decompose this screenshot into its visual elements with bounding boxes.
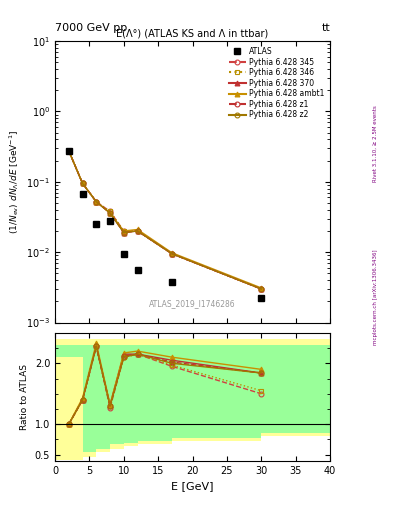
- Pythia 6.428 346: [94, 199, 99, 205]
- Legend: ATLAS, Pythia 6.428 345, Pythia 6.428 346, Pythia 6.428 370, Pythia 6.428 ambt1,: ATLAS, Pythia 6.428 345, Pythia 6.428 34…: [226, 45, 326, 121]
- Pythia 6.428 ambt1: [135, 226, 140, 232]
- Pythia 6.428 370: [259, 286, 264, 292]
- Line: Pythia 6.428 345: Pythia 6.428 345: [66, 148, 264, 291]
- Line: Pythia 6.428 z2: Pythia 6.428 z2: [66, 148, 264, 291]
- Pythia 6.428 345: [259, 286, 264, 292]
- Pythia 6.428 345: [94, 199, 99, 205]
- Text: 7000 GeV pp: 7000 GeV pp: [55, 23, 127, 32]
- Pythia 6.428 370: [80, 180, 85, 186]
- ATLAS: [94, 221, 99, 227]
- Pythia 6.428 345: [66, 148, 71, 154]
- Pythia 6.428 ambt1: [108, 210, 112, 216]
- Pythia 6.428 370: [108, 210, 112, 216]
- ATLAS: [80, 190, 85, 197]
- Pythia 6.428 z1: [170, 251, 174, 257]
- Pythia 6.428 z2: [135, 228, 140, 234]
- Pythia 6.428 z2: [121, 229, 126, 236]
- Text: Rivet 3.1.10, ≥ 2.5M events: Rivet 3.1.10, ≥ 2.5M events: [373, 105, 378, 182]
- Pythia 6.428 345: [121, 228, 126, 234]
- Pythia 6.428 z2: [108, 210, 112, 216]
- Pythia 6.428 345: [80, 180, 85, 186]
- Pythia 6.428 345: [135, 228, 140, 234]
- Text: tt: tt: [321, 23, 330, 32]
- Line: Pythia 6.428 346: Pythia 6.428 346: [66, 148, 264, 291]
- ATLAS: [66, 148, 71, 155]
- Pythia 6.428 346: [170, 251, 174, 257]
- Pythia 6.428 370: [66, 148, 71, 154]
- X-axis label: E [GeV]: E [GeV]: [171, 481, 214, 491]
- Pythia 6.428 345: [108, 208, 112, 215]
- Pythia 6.428 ambt1: [259, 285, 264, 291]
- Pythia 6.428 z2: [66, 148, 71, 154]
- Title: E(Λ°) (ATLAS KS and Λ in ttbar): E(Λ°) (ATLAS KS and Λ in ttbar): [116, 29, 269, 39]
- ATLAS: [121, 251, 126, 257]
- ATLAS: [259, 295, 264, 302]
- Line: Pythia 6.428 ambt1: Pythia 6.428 ambt1: [66, 148, 264, 290]
- Y-axis label: Ratio to ATLAS: Ratio to ATLAS: [20, 364, 29, 430]
- Pythia 6.428 z1: [259, 286, 264, 292]
- Line: ATLAS: ATLAS: [65, 148, 265, 302]
- Pythia 6.428 z1: [121, 229, 126, 236]
- Pythia 6.428 370: [135, 228, 140, 234]
- Pythia 6.428 346: [66, 148, 71, 154]
- ATLAS: [135, 267, 140, 273]
- Pythia 6.428 ambt1: [94, 199, 99, 205]
- Pythia 6.428 ambt1: [121, 228, 126, 234]
- Pythia 6.428 ambt1: [170, 250, 174, 256]
- Pythia 6.428 346: [80, 180, 85, 186]
- Y-axis label: $(1/N_\mathrm{ev})\ dN_\Lambda/dE\ [\mathrm{GeV}^{-1}]$: $(1/N_\mathrm{ev})\ dN_\Lambda/dE\ [\mat…: [7, 130, 20, 234]
- Pythia 6.428 z1: [108, 210, 112, 216]
- ATLAS: [170, 279, 174, 285]
- Text: ATLAS_2019_I1746286: ATLAS_2019_I1746286: [149, 300, 236, 308]
- Pythia 6.428 346: [135, 228, 140, 234]
- Pythia 6.428 z2: [94, 199, 99, 205]
- Line: Pythia 6.428 370: Pythia 6.428 370: [66, 148, 264, 291]
- Line: Pythia 6.428 z1: Pythia 6.428 z1: [66, 148, 264, 291]
- ATLAS: [108, 218, 112, 224]
- Pythia 6.428 370: [170, 251, 174, 257]
- Pythia 6.428 z1: [80, 180, 85, 186]
- Pythia 6.428 z2: [259, 286, 264, 292]
- Pythia 6.428 345: [170, 251, 174, 257]
- Pythia 6.428 z1: [135, 228, 140, 234]
- Pythia 6.428 ambt1: [80, 180, 85, 186]
- Pythia 6.428 370: [94, 199, 99, 205]
- Pythia 6.428 z2: [170, 251, 174, 257]
- Pythia 6.428 z1: [66, 148, 71, 154]
- Pythia 6.428 ambt1: [66, 148, 71, 154]
- Pythia 6.428 z2: [80, 180, 85, 186]
- Pythia 6.428 346: [121, 228, 126, 234]
- Pythia 6.428 z1: [94, 199, 99, 205]
- Pythia 6.428 346: [108, 208, 112, 215]
- Text: mcplots.cern.ch [arXiv:1306.3436]: mcplots.cern.ch [arXiv:1306.3436]: [373, 249, 378, 345]
- Pythia 6.428 346: [259, 286, 264, 292]
- Pythia 6.428 370: [121, 229, 126, 236]
